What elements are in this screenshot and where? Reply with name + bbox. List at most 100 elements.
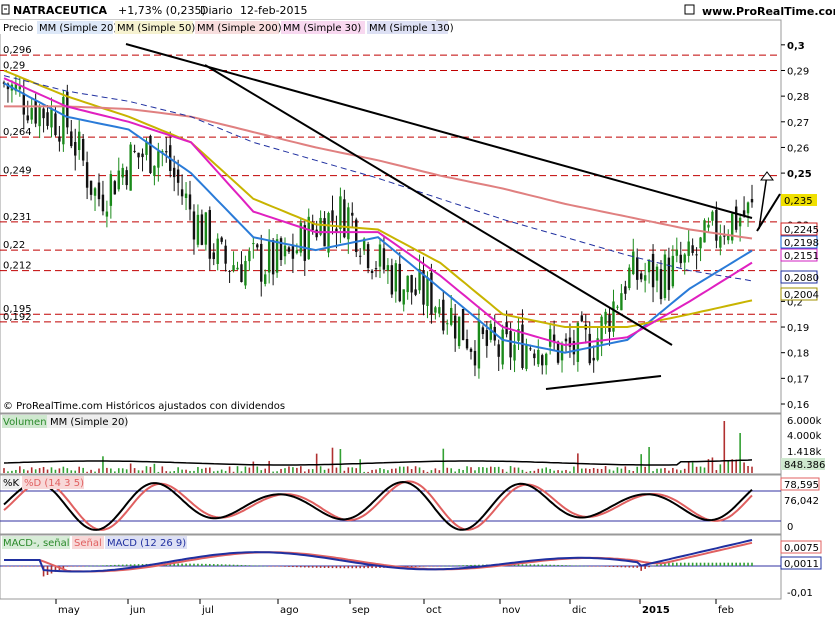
- macd-hist-bar: [303, 566, 306, 568]
- macd-hist-bar: [616, 566, 619, 568]
- volume-bar: [565, 469, 567, 473]
- volume-bar: [422, 470, 425, 473]
- macd-hist-bar: [652, 565, 654, 567]
- candle-body: [501, 329, 504, 365]
- volume-bar: [735, 459, 737, 473]
- macd-hist-bar: [11, 566, 13, 567]
- volume-bar: [537, 468, 540, 473]
- macd-hist-bar: [478, 564, 480, 566]
- macd-hist-bar: [197, 563, 199, 566]
- volume-bar: [216, 470, 219, 473]
- macd-hist-bar: [565, 565, 567, 566]
- candle-body: [66, 91, 69, 128]
- macd-hist-bar: [367, 566, 369, 569]
- candle-body: [616, 306, 619, 308]
- macd-hist-bar: [474, 564, 476, 566]
- volume-y-axis: 6.000k 4.000k 1.418k 848.386: [781, 416, 825, 471]
- trend-line: [545, 375, 662, 390]
- stochastic-panel: %K %D (14 3 5): [0, 474, 782, 535]
- macd-hist-bar: [660, 563, 662, 566]
- candle-body: [204, 212, 208, 245]
- legend-box: [195, 21, 279, 34]
- y-tick-label: 0,3: [787, 41, 805, 52]
- volume-bar: [38, 468, 41, 473]
- macd-hist-bar: [224, 564, 227, 566]
- macd-hist-bar: [592, 566, 595, 567]
- legend-item: MM (Simple 200): [197, 23, 282, 34]
- candle-body: [628, 267, 631, 289]
- volume-bar: [228, 466, 231, 473]
- price-y-axis: 0,30,290,280,270,260,250,240,230,220,210…: [780, 41, 819, 411]
- candle-body: [303, 225, 306, 261]
- candle-body: [477, 319, 481, 369]
- macd-hist-bar: [339, 566, 342, 569]
- macd-hist-bar: [711, 562, 714, 566]
- candle-body: [279, 238, 283, 261]
- level-label: 0,296: [3, 45, 32, 56]
- candle-body: [509, 331, 512, 358]
- candle-body: [446, 323, 449, 325]
- volume-bar: [533, 470, 536, 473]
- candle-body: [216, 238, 219, 264]
- macd-hist-bar: [3, 566, 5, 567]
- volume-bar: [573, 466, 575, 473]
- legend-item: MM (Simple 20): [39, 23, 117, 34]
- candle-body: [97, 182, 101, 200]
- volume-bar: [276, 471, 278, 473]
- volume-bar: [632, 470, 635, 473]
- candle-body: [667, 257, 671, 290]
- volume-bar: [715, 470, 718, 473]
- ma-line: [3, 69, 753, 328]
- candle-body: [42, 108, 45, 119]
- volume-bar: [656, 468, 658, 473]
- volume-bar: [549, 468, 551, 473]
- candle-body: [552, 334, 556, 342]
- macd-hist-bar: [513, 564, 516, 566]
- volume-bar: [248, 467, 251, 473]
- macd-hist-bar: [173, 563, 175, 566]
- candle-body: [101, 194, 105, 212]
- candle-body: [307, 216, 310, 260]
- volume-bar: [478, 467, 480, 473]
- macd-hist-bar: [450, 565, 453, 567]
- volume-bar: [284, 468, 286, 473]
- candle-body: [260, 243, 263, 282]
- candle-body: [89, 180, 93, 195]
- value-box-label: 0,2198: [784, 238, 819, 249]
- candle-body: [636, 257, 639, 280]
- candle-body: [117, 170, 120, 190]
- volume-bar: [497, 466, 500, 473]
- volume-bar: [707, 459, 710, 473]
- macd-hist-bar: [216, 564, 219, 566]
- macd-hist-bar: [311, 566, 314, 568]
- macd-hist-bar: [292, 566, 294, 568]
- window-icon[interactable]: [684, 4, 695, 15]
- level-label: 0,231: [3, 212, 32, 223]
- x-tick-label: feb: [718, 605, 734, 616]
- volume-bar: [414, 466, 417, 473]
- candle-body: [137, 152, 140, 158]
- candle-body: [366, 244, 370, 269]
- volume-bar: [474, 470, 476, 473]
- chart-change: +1,73% (0,235): [118, 4, 206, 17]
- macd-hist-bar: [604, 566, 607, 567]
- candle-body: [438, 307, 441, 314]
- volume-bar: [189, 470, 191, 473]
- volume-bar: [205, 467, 207, 473]
- volume-bar: [7, 471, 9, 473]
- volume-bar: [343, 470, 346, 473]
- candle-body: [109, 174, 113, 206]
- volume-label: Volumen: [3, 417, 47, 428]
- candle-body: [283, 245, 287, 257]
- candle-body: [74, 142, 77, 156]
- volume-bar: [252, 461, 255, 473]
- level-label: 0,264: [3, 127, 32, 138]
- macd-hist-bar: [588, 566, 591, 567]
- candle-body: [180, 189, 184, 197]
- macd-hist-bar: [359, 566, 361, 569]
- volume-bar: [106, 467, 108, 473]
- volume-bar: [398, 466, 401, 473]
- volume-bar: [11, 470, 13, 473]
- macd-hist-bar: [54, 566, 57, 572]
- macd-y-axis: 0,0075 0,0011 -0,01: [780, 540, 822, 599]
